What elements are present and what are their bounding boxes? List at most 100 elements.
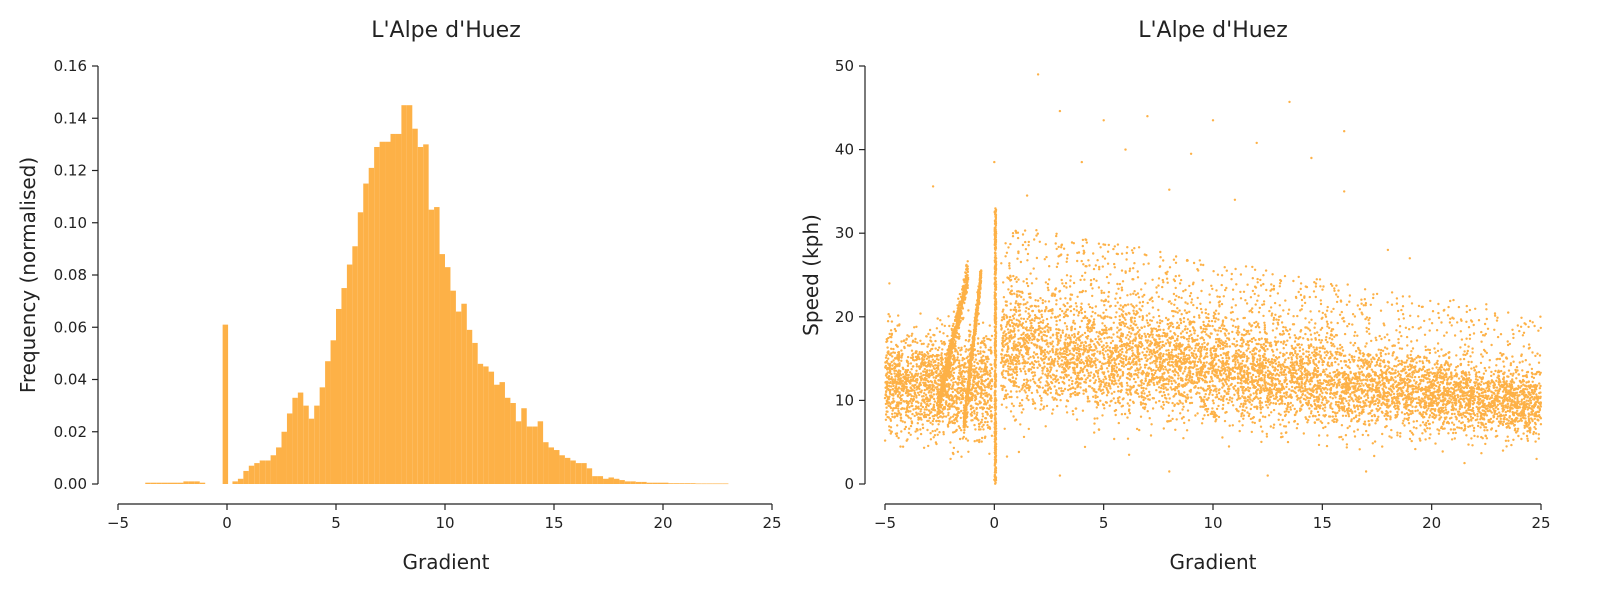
scatter-point (1203, 403, 1206, 406)
scatter-point (1161, 320, 1164, 323)
scatter-point (1108, 346, 1112, 349)
scatter-point (1168, 325, 1171, 329)
scatter-point (1324, 338, 1328, 342)
scatter-point (1327, 422, 1330, 425)
scatter-point (1076, 393, 1080, 397)
scatter-point (1085, 368, 1089, 372)
histogram-bar (635, 481, 642, 484)
scatter-point (1354, 410, 1357, 413)
scatter-point (1482, 382, 1486, 385)
histogram-bar (646, 482, 653, 484)
scatter-point (1074, 393, 1077, 396)
scatter-point (1037, 360, 1040, 363)
scatter-point (1193, 349, 1196, 352)
scatter-point (1074, 346, 1077, 350)
scatter-point (1002, 308, 1005, 311)
scatter-point (1161, 334, 1164, 338)
scatter-point (1263, 328, 1266, 331)
histogram-bar (401, 105, 407, 484)
scatter-point (1295, 372, 1299, 375)
scatter-point (1255, 390, 1258, 393)
scatter-point (1436, 389, 1440, 392)
histogram-bar (554, 450, 560, 484)
scatter-point (1307, 350, 1310, 353)
scatter-point (1068, 361, 1072, 364)
scatter-point (1359, 396, 1363, 400)
scatter-point (1065, 286, 1068, 289)
scatter-point (1390, 400, 1394, 403)
scatter-point (1371, 409, 1374, 412)
scatter-point (1156, 321, 1159, 324)
scatter-point (1041, 327, 1044, 330)
scatter-point (1471, 444, 1474, 447)
scatter-point (1354, 350, 1358, 353)
scatter-point (1284, 365, 1288, 369)
scatter-point (1431, 367, 1434, 370)
scatter-point (1025, 378, 1029, 381)
scatter-point (1276, 365, 1280, 368)
scatter-point (1283, 361, 1286, 364)
histogram-bar (314, 405, 320, 484)
scatter-point (1027, 386, 1030, 390)
scatter-point (1530, 395, 1534, 399)
scatter-point (1292, 368, 1296, 372)
scatter-point (1148, 390, 1151, 394)
scatter-point (1016, 325, 1020, 328)
scatter-point (1492, 414, 1495, 417)
scatter-point (1196, 376, 1200, 379)
scatter-point (1495, 379, 1498, 382)
scatter-point (1530, 375, 1534, 378)
scatter-point (1302, 432, 1306, 435)
scatter-point (1471, 416, 1475, 420)
scatter-point (1510, 383, 1514, 387)
scatter-point (1317, 443, 1321, 447)
scatter-point (1328, 326, 1331, 330)
scatter-point (1468, 373, 1471, 376)
scatter-point (1043, 348, 1047, 352)
scatter-point (1358, 418, 1361, 421)
scatter-point (1018, 294, 1021, 297)
scatter-point (1185, 358, 1188, 361)
scatter-point (1237, 394, 1240, 398)
scatter-point (1126, 367, 1130, 371)
scatter-point (1350, 418, 1353, 421)
scatter-point (1411, 405, 1414, 408)
scatter-point (1524, 387, 1527, 391)
scatter-point (1009, 308, 1012, 312)
scatter-point (1093, 343, 1096, 346)
histogram-bar (167, 482, 173, 484)
scatter-point (1530, 367, 1534, 371)
scatter-point (1370, 368, 1374, 371)
scatter-point (1017, 362, 1021, 365)
scatter-point (1457, 377, 1461, 380)
histogram-bar (199, 482, 206, 484)
scatter-point (1476, 396, 1480, 399)
scatter-point (1060, 371, 1064, 374)
histogram-bar (423, 144, 429, 484)
scatter-point (1055, 319, 1058, 323)
histogram-bar (222, 324, 229, 484)
scatter-point (1032, 375, 1035, 378)
scatter-point (1527, 399, 1531, 403)
scatter-point (1021, 398, 1024, 402)
scatter-point (1155, 350, 1159, 354)
histogram-bar (619, 480, 625, 484)
scatter-point (1264, 344, 1268, 348)
scatter-point (1174, 428, 1177, 431)
scatter-point (1460, 416, 1464, 419)
scatter-point (1504, 413, 1508, 417)
scatter-point (1243, 399, 1247, 402)
scatter-point (1064, 297, 1067, 300)
scatter-point (1537, 406, 1540, 409)
scatter-point (1408, 395, 1411, 398)
scatter-point (1186, 381, 1190, 384)
scatter-point (1227, 445, 1231, 448)
scatter-point (1056, 262, 1060, 265)
scatter-point (1212, 349, 1216, 353)
scatter-point (1187, 340, 1190, 343)
scatter-point (1504, 410, 1508, 414)
scatter-point (1165, 277, 1169, 280)
scatter-point (1274, 402, 1278, 406)
scatter-point (1338, 395, 1342, 398)
scatter-point (1049, 355, 1052, 359)
